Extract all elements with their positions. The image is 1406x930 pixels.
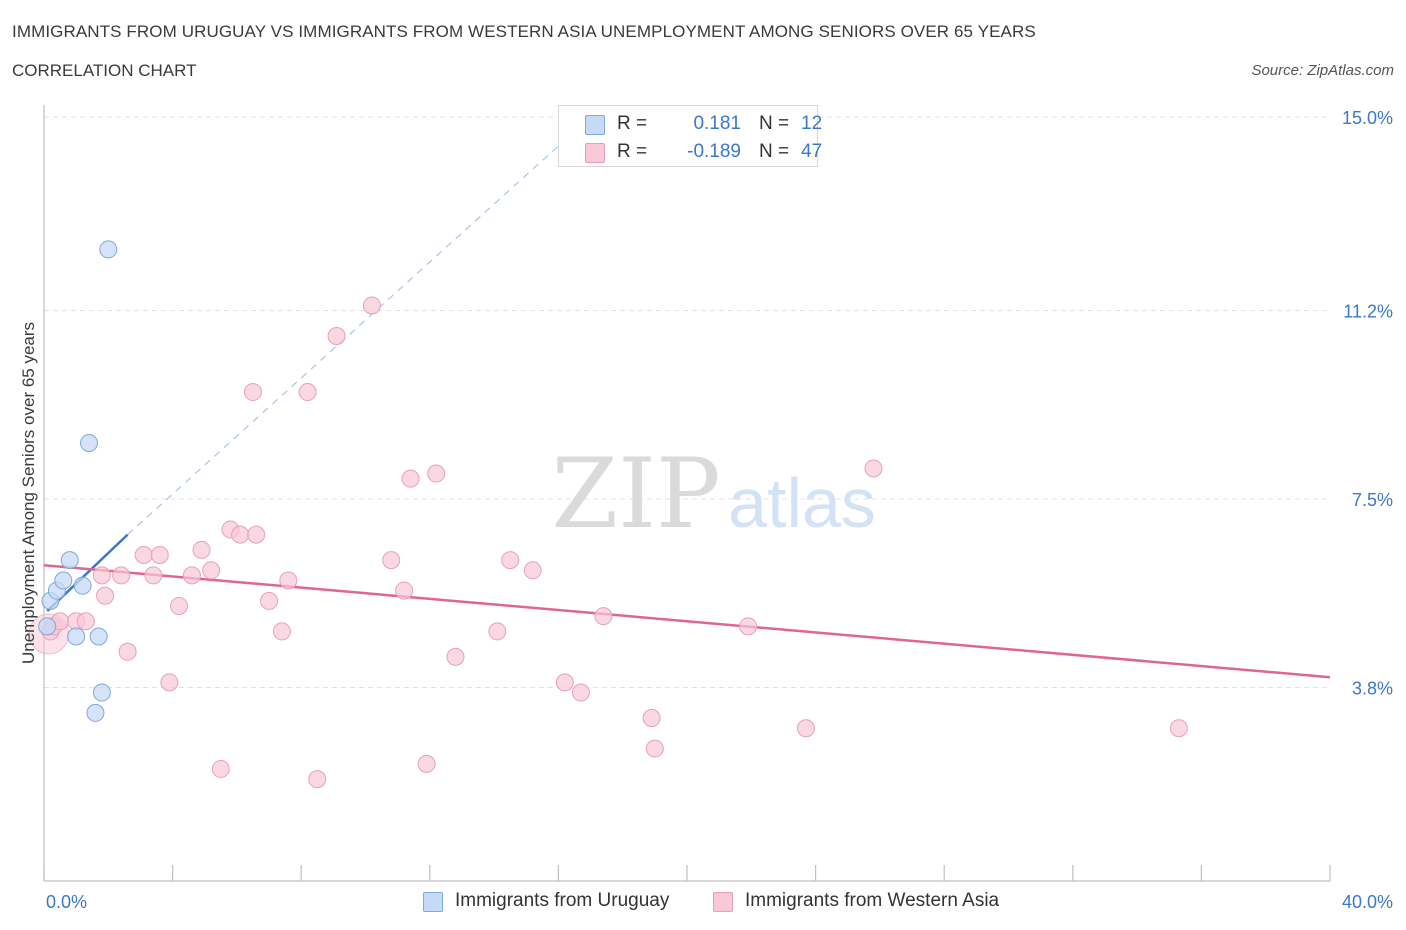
n-value: 12 bbox=[801, 113, 823, 134]
western-asia-point bbox=[192, 540, 211, 559]
uruguay-point bbox=[92, 683, 111, 702]
western-asia-point bbox=[134, 546, 153, 565]
western-asia-point bbox=[401, 469, 420, 488]
r-label: R = bbox=[617, 141, 648, 162]
uruguay-point bbox=[73, 576, 92, 595]
watermark: ZIP atlas bbox=[551, 438, 876, 550]
uruguay-point bbox=[60, 551, 79, 570]
western-asia-point bbox=[488, 622, 507, 641]
uruguay-swatch bbox=[585, 115, 605, 135]
western-asia-point bbox=[76, 612, 95, 631]
uruguay-point bbox=[99, 240, 118, 259]
western-asia-point bbox=[182, 566, 201, 585]
western-asia-point bbox=[642, 709, 661, 728]
western-asia-legend-swatch bbox=[713, 892, 733, 912]
western-asia-point bbox=[417, 754, 436, 773]
western-asia-point bbox=[298, 383, 317, 402]
western-asia-point bbox=[170, 596, 189, 615]
western-asia-point bbox=[501, 551, 520, 570]
uruguay-trend-extension bbox=[127, 116, 591, 536]
y-tick-label: 3.8% bbox=[1352, 678, 1393, 698]
r-label: R = bbox=[617, 113, 648, 134]
western-asia-point bbox=[739, 617, 758, 636]
western-asia-point bbox=[279, 571, 298, 590]
watermark-atlas: atlas bbox=[728, 464, 876, 542]
western-asia-point bbox=[112, 566, 131, 585]
y-tick-label: 15.0% bbox=[1342, 108, 1393, 128]
western-asia-point bbox=[382, 551, 401, 570]
y-tick-labels: 3.8% 7.5% 11.2% 15.0% bbox=[1342, 108, 1393, 698]
western-asia-point bbox=[96, 586, 115, 605]
uruguay-point bbox=[86, 703, 105, 722]
x-tick-labels: 0.0% 40.0% bbox=[46, 892, 1393, 912]
western-asia-point bbox=[247, 525, 266, 544]
western-asia-point bbox=[446, 647, 465, 666]
uruguay-point bbox=[38, 617, 57, 636]
western-asia-point bbox=[211, 759, 230, 778]
trend-lines bbox=[43, 116, 1331, 679]
correlation-legend: R = 0.181 N = 12 R = -0.189 N = 47 bbox=[558, 105, 822, 167]
western-asia-swatch bbox=[585, 143, 605, 163]
western-asia-point bbox=[260, 591, 279, 610]
western-asia-point bbox=[92, 566, 111, 585]
axes bbox=[43, 105, 1331, 882]
chart-subtitle: CORRELATION CHART bbox=[12, 61, 197, 80]
n-value: 47 bbox=[801, 141, 823, 162]
western-asia-point bbox=[645, 739, 664, 758]
data-points bbox=[28, 240, 1188, 789]
western-asia-point bbox=[571, 683, 590, 702]
western-asia-point bbox=[796, 719, 815, 738]
western-asia-point bbox=[523, 561, 542, 580]
y-axis-label: Unemployment Among Seniors over 65 years bbox=[19, 322, 38, 664]
western-asia-point bbox=[118, 642, 137, 661]
y-tick-label: 7.5% bbox=[1352, 490, 1393, 510]
n-label: N = bbox=[759, 113, 790, 134]
western-asia-trend-line bbox=[43, 563, 1331, 679]
western-asia-point bbox=[555, 673, 574, 692]
uruguay-legend-label: Immigrants from Uruguay bbox=[455, 890, 670, 911]
uruguay-point bbox=[54, 571, 73, 590]
western-asia-point bbox=[272, 622, 291, 641]
western-asia-point bbox=[202, 561, 221, 580]
x-tick-label: 40.0% bbox=[1342, 892, 1393, 912]
r-value: 0.181 bbox=[693, 113, 741, 134]
western-asia-point bbox=[243, 383, 262, 402]
western-asia-point bbox=[150, 546, 169, 565]
uruguay-legend-swatch bbox=[423, 892, 443, 912]
western-asia-point bbox=[864, 459, 883, 478]
uruguay-point bbox=[89, 627, 108, 646]
western-asia-point bbox=[231, 525, 250, 544]
y-tick-label: 11.2% bbox=[1343, 302, 1393, 322]
western-asia-point bbox=[144, 566, 163, 585]
western-asia-point bbox=[427, 464, 446, 483]
western-asia-point bbox=[308, 770, 327, 789]
western-asia-point bbox=[594, 607, 613, 626]
x-tick-label: 0.0% bbox=[46, 892, 87, 912]
gridlines bbox=[44, 116, 1330, 688]
source-label: Source: ZipAtlas.com bbox=[1251, 62, 1394, 79]
western-asia-point bbox=[327, 327, 346, 346]
western-asia-point bbox=[160, 673, 179, 692]
uruguay-point bbox=[80, 433, 99, 452]
western-asia-point bbox=[1169, 719, 1188, 738]
n-label: N = bbox=[759, 141, 790, 162]
watermark-zip: ZIP bbox=[551, 438, 720, 550]
western-asia-point bbox=[395, 581, 414, 600]
western-asia-point bbox=[362, 296, 381, 315]
chart-title: IMMIGRANTS FROM URUGUAY VS IMMIGRANTS FR… bbox=[12, 22, 1036, 41]
uruguay-point bbox=[67, 627, 86, 646]
western-asia-legend-label: Immigrants from Western Asia bbox=[745, 890, 1000, 911]
r-value: -0.189 bbox=[687, 141, 741, 162]
